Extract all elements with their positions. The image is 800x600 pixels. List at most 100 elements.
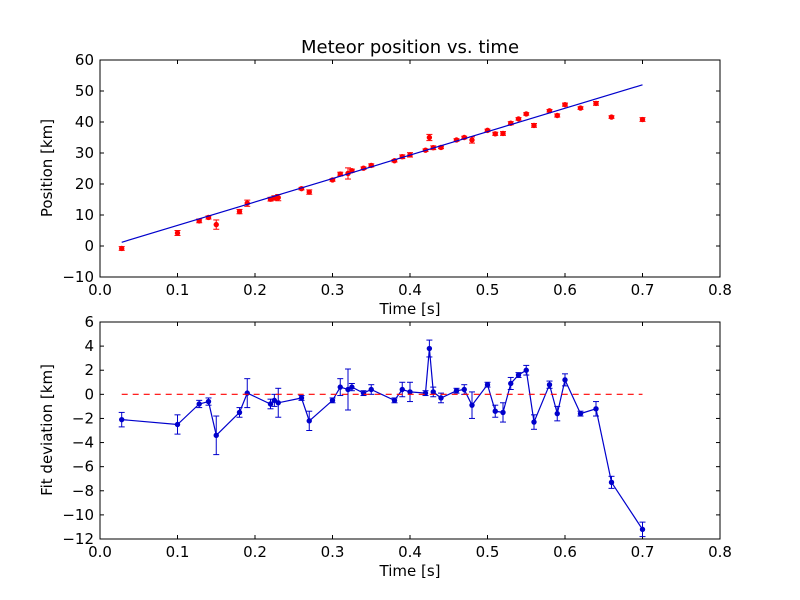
bottom-data-point (407, 389, 413, 395)
top-data-point (639, 116, 646, 123)
bottom-data-point (399, 386, 405, 393)
bottom-x-tick-label: 0.7 (631, 543, 655, 561)
bottom-y-tick-label: −8 (72, 482, 94, 500)
top-data-point (492, 131, 498, 137)
top-data-point (554, 112, 560, 119)
bottom-x-tick-label: 0.5 (476, 543, 500, 561)
bottom-data-point (298, 395, 305, 401)
top-y-tick-label: 40 (75, 113, 94, 131)
top-data-point (469, 137, 475, 143)
bottom-x-tick-label: 0.2 (243, 543, 267, 561)
top-data-point (275, 194, 281, 201)
bottom-data-point (562, 377, 568, 383)
bottom-data-point (484, 381, 491, 388)
top-x-axis-label: Time [s] (379, 300, 441, 318)
bottom-y-tick-label: 0 (84, 385, 94, 403)
top-y-tick-label: −10 (62, 268, 94, 286)
bottom-data-point (213, 432, 219, 439)
top-chart-title: Meteor position vs. time (301, 37, 519, 58)
top-data-point (119, 245, 125, 252)
bottom-data-point (119, 416, 125, 423)
top-data-point (593, 100, 599, 107)
top-y-tick-label: 0 (84, 237, 94, 255)
bottom-data-point (461, 386, 467, 393)
bottom-data-point (349, 384, 355, 390)
top-x-tick-label: 0.1 (166, 281, 190, 299)
top-x-tick-label: 0.7 (631, 281, 655, 299)
bottom-data-point (608, 479, 615, 486)
bottom-data-point (515, 372, 522, 378)
bottom-data-point (196, 401, 202, 407)
top-y-tick-label: 20 (75, 175, 94, 193)
top-fit-line (121, 84, 643, 243)
bottom-x-tick-label: 0.8 (708, 543, 732, 561)
bottom-data-point (205, 398, 212, 405)
bottom-x-tick-label: 0.4 (398, 543, 422, 561)
bottom-data-point (368, 386, 374, 393)
top-y-tick-label: 50 (75, 82, 94, 100)
top-x-tick-label: 0.8 (708, 281, 732, 299)
bottom-plot: 0.0 0.1 0.2 0.3 0.4 0.5 0.6 0.7 0.8 −12 −10 −8 −6 −4 −… (62, 313, 732, 561)
top-x-tick-label: 0.6 (553, 281, 577, 299)
top-data-point (531, 122, 537, 129)
top-y-tick-label: 30 (75, 144, 94, 162)
bottom-data-point (492, 408, 498, 414)
bottom-data-point (275, 400, 281, 406)
top-plot: 0.0 0.1 0.2 0.3 0.4 0.5 0.6 0.7 0.8 −10 0 10 20 30 40 5… (62, 51, 732, 299)
bottom-data-point (430, 389, 436, 395)
bottom-y-axis-label: Fit deviation [km] (38, 364, 56, 496)
top-data-point (213, 221, 219, 228)
bottom-data-point (174, 421, 181, 428)
bottom-y-tick-label: 2 (84, 361, 94, 379)
bottom-data-point (438, 395, 444, 401)
bottom-x-axis-label: Time [s] (379, 562, 441, 580)
bottom-data-point (508, 380, 514, 387)
bottom-data-point (453, 388, 460, 394)
top-data-point (608, 114, 615, 120)
top-data-point (500, 130, 506, 137)
bottom-x-tick-label: 0.6 (553, 543, 577, 561)
bottom-data-point (271, 397, 278, 404)
top-x-tick-label: 0.3 (321, 281, 345, 299)
bottom-data-point (523, 367, 529, 373)
bottom-data-point (554, 410, 560, 417)
top-data-point (426, 134, 433, 141)
bottom-data-point (426, 345, 433, 352)
bottom-data-point (577, 410, 584, 417)
bottom-y-tick-label: −12 (62, 530, 94, 548)
bottom-y-tick-label: −10 (62, 506, 94, 524)
top-x-tick-label: 0.2 (243, 281, 267, 299)
bottom-y-tick-label: 4 (84, 337, 94, 355)
bottom-data-point (469, 402, 475, 408)
bottom-x-tick-label: 0.3 (321, 543, 345, 561)
top-x-tick-label: 0.5 (476, 281, 500, 299)
bottom-data-point (500, 409, 506, 416)
bottom-deviation-line (121, 348, 644, 530)
bottom-data-point (593, 406, 599, 412)
bottom-data-point (546, 381, 553, 388)
top-data-point (577, 105, 584, 111)
bottom-data-point (329, 397, 336, 404)
bottom-x-tick-label: 0.1 (166, 543, 190, 561)
bottom-y-tick-label: −2 (72, 409, 94, 427)
bottom-y-tick-label: −4 (72, 434, 94, 452)
bottom-data-point (531, 419, 537, 425)
bottom-data-point (306, 418, 312, 424)
bottom-data-point (391, 397, 398, 404)
top-data-point (174, 230, 181, 236)
top-y-tick-label: 60 (75, 51, 94, 69)
bottom-y-tick-label: 6 (84, 313, 94, 331)
top-data-point (306, 189, 312, 195)
bottom-data-point (639, 526, 646, 533)
top-data-point (515, 116, 522, 122)
bottom-data-point (267, 401, 274, 407)
bottom-data-point (337, 384, 343, 390)
bottom-data-point (236, 409, 243, 416)
top-data-point (236, 208, 243, 215)
top-x-tick-label: 0.4 (398, 281, 422, 299)
top-y-tick-label: 10 (75, 206, 94, 224)
bottom-y-tick-label: −6 (72, 458, 94, 476)
top-y-axis-label: Position [km] (38, 119, 56, 217)
